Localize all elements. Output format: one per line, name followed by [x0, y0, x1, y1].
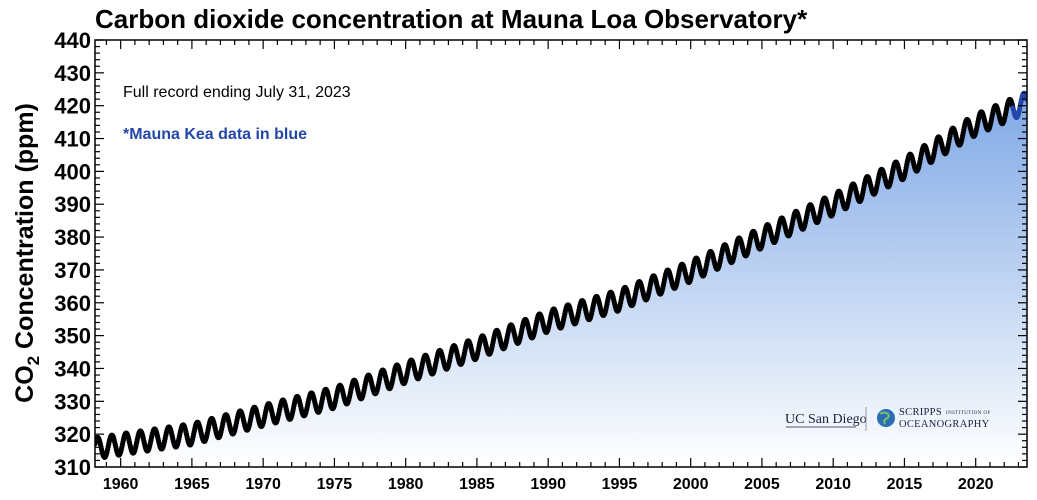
concentration-area-fill: [95, 93, 1027, 467]
record-note: Full record ending July 31, 2023: [123, 84, 351, 101]
chart-title: Carbon dioxide concentration at Mauna Lo…: [95, 4, 808, 34]
x-tick-label: 1980: [388, 476, 424, 493]
plot-area: [95, 90, 1027, 467]
y-tick-label: 350: [54, 324, 91, 349]
y-tick-label: 310: [54, 455, 91, 480]
x-tick-label: 1965: [174, 476, 210, 493]
y-tick-label: 420: [54, 94, 91, 119]
axis-ticks: [95, 39, 1027, 468]
x-tick-label: 2015: [887, 476, 923, 493]
y-tick-labels: 310 320 330 340 350 360 370 380 390 400 410 420 430 4…: [54, 28, 91, 480]
svg-text:UC San Diego: UC San Diego: [785, 412, 867, 427]
y-tick-label: 340: [54, 356, 91, 381]
co2-data-points: [95, 90, 1027, 460]
x-tick-label: 1975: [317, 476, 353, 493]
mauna-kea-note: *Mauna Kea data in blue: [123, 126, 307, 143]
plot-frame: [94, 39, 1028, 468]
svg-text:OCEANOGRAPHY: OCEANOGRAPHY: [899, 419, 990, 430]
y-tick-label: 370: [54, 258, 91, 283]
x-tick-label: 1960: [103, 476, 139, 493]
x-tick-label: 1995: [602, 476, 638, 493]
y-tick-label: 360: [54, 291, 91, 316]
y-tick-label: 410: [54, 127, 91, 152]
x-tick-label: 1985: [459, 476, 495, 493]
y-tick-label: 390: [54, 192, 91, 217]
x-tick-label: 1990: [530, 476, 566, 493]
y-tick-label: 320: [54, 422, 91, 447]
y-tick-label: 400: [54, 159, 91, 184]
y-tick-label: 330: [54, 389, 91, 414]
svg-text:SCRIPPS: SCRIPPS: [899, 407, 942, 418]
x-tick-label: 1970: [245, 476, 281, 493]
y-axis-label: CO2 Concentration (ppm): [11, 103, 43, 403]
x-tick-label: 2010: [815, 476, 851, 493]
x-tick-label: 2005: [744, 476, 780, 493]
y-tick-label: 380: [54, 225, 91, 250]
scripps-logo: SCRIPPS INSTITUTION OF OCEANOGRAPHY: [877, 407, 991, 430]
svg-text:INSTITUTION OF: INSTITUTION OF: [946, 411, 991, 416]
y-tick-label: 440: [54, 28, 91, 53]
y-tick-label: 430: [54, 61, 91, 86]
x-tick-label: 2020: [958, 476, 994, 493]
ucsd-logo: UC San Diego: [785, 412, 867, 428]
x-tick-label: 2000: [673, 476, 709, 493]
x-tick-labels: 1960 1965 1970 1975 1980 1985 1990 1995 2000 2005…: [103, 476, 994, 493]
